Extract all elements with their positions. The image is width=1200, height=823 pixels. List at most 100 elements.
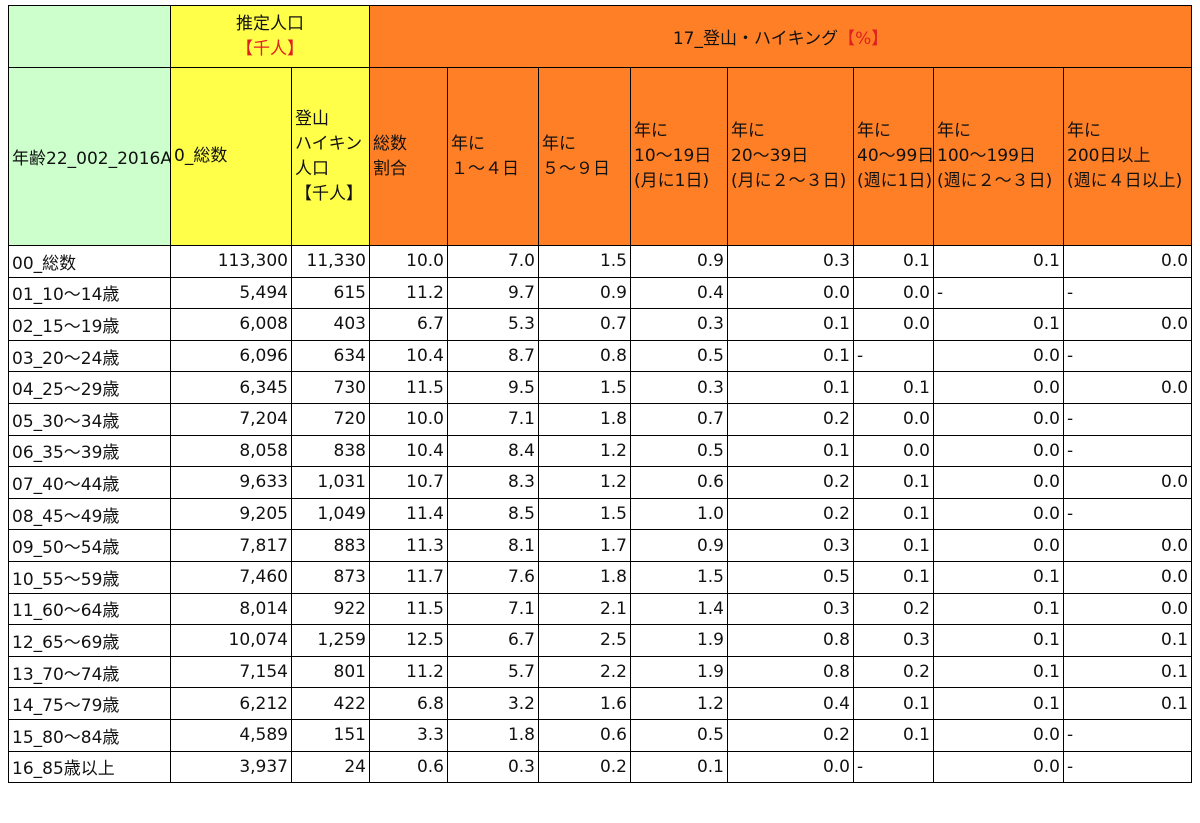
value-cell: - (1062, 750, 1193, 784)
value-cell: 0.5 (630, 434, 728, 468)
value-cell: 0.0 (933, 402, 1064, 436)
header-line: 割合 (373, 158, 407, 179)
table-row: 11_60～64歳 8,014 922 11.5 7.1 2.1 1.4 0.3 0.2 0.1 0… (8, 592, 1193, 626)
age-cell: 05_30～34歳 (8, 402, 171, 436)
value-cell: 1.4 (630, 592, 728, 626)
age-cell: 03_20～24歳 (8, 339, 171, 373)
value-cell: - (1062, 497, 1193, 531)
value-cell: 0.0 (933, 434, 1064, 468)
value-cell: 6,345 (170, 371, 292, 404)
value-cell: 0.0 (933, 718, 1064, 752)
value-cell: 0.1 (933, 592, 1064, 626)
value-cell: 0.1 (727, 308, 854, 341)
value-cell: 24 (291, 750, 370, 784)
value-cell: 151 (291, 718, 370, 752)
age-column-header: 年齢22_002_2016A (8, 67, 171, 246)
population-header: 推定人口 【千人】 (170, 5, 370, 68)
value-cell: 6.7 (447, 624, 539, 657)
value-cell: 1.2 (538, 434, 631, 468)
header-row-top: 推定人口 【千人】 17_登山・ハイキング【%】 (8, 5, 1193, 68)
value-cell: 0.8 (538, 339, 631, 373)
age-cell: 08_45～49歳 (8, 497, 171, 531)
value-cell: 0.3 (727, 529, 854, 562)
value-cell: 0.0 (853, 402, 934, 436)
value-cell: 9,205 (170, 497, 292, 531)
freq-1-4-header: 年に １～４日 (447, 67, 539, 246)
age-cell: 09_50～54歳 (8, 529, 171, 562)
freq-40-99-header: 年に 40～99日 (週に1日) (853, 67, 934, 246)
value-cell: 0.1 (853, 687, 934, 720)
value-cell: 0.7 (538, 308, 631, 341)
value-cell: 0.0 (933, 466, 1064, 499)
value-cell: 11.2 (369, 276, 448, 310)
value-cell: 0.1 (853, 529, 934, 562)
header-line: 人口 (295, 158, 329, 179)
value-cell: 1.2 (538, 466, 631, 499)
header-line: 年に (731, 121, 765, 141)
header-line: ハイキン (295, 133, 363, 154)
value-cell: 10.4 (369, 434, 448, 468)
value-cell: 10.0 (369, 402, 448, 436)
value-cell: 1.7 (538, 529, 631, 562)
value-cell: 0.2 (727, 466, 854, 499)
value-cell: 1.5 (630, 560, 728, 594)
value-cell: 3.2 (447, 687, 539, 720)
value-cell: 8.7 (447, 339, 539, 373)
value-cell: 8,014 (170, 592, 292, 626)
value-cell: 3,937 (170, 750, 292, 784)
header-line: １～４日 (451, 158, 519, 179)
value-cell: 1.8 (538, 560, 631, 594)
value-cell: 9.7 (447, 276, 539, 310)
value-cell: 7.1 (447, 592, 539, 626)
value-cell: 11.5 (369, 371, 448, 404)
value-cell: 0.6 (538, 718, 631, 752)
value-cell: 0.6 (630, 466, 728, 499)
value-cell: - (1062, 402, 1193, 436)
value-cell: 10.0 (369, 245, 448, 278)
value-cell: 0.1 (1062, 655, 1193, 689)
table-row: 12_65～69歳 10,074 1,259 12.5 6.7 2.5 1.9 0.8 0.3 0… (8, 624, 1193, 657)
value-cell: 1.2 (630, 687, 728, 720)
value-cell: 9.5 (447, 371, 539, 404)
value-cell: 403 (291, 308, 370, 341)
population-unit: 【千人】 (236, 38, 304, 59)
value-cell: 0.2 (853, 655, 934, 689)
value-cell: 0.0 (1062, 245, 1193, 278)
value-cell: 12.5 (369, 624, 448, 657)
value-cell: 0.0 (933, 750, 1064, 784)
value-cell: 6.7 (369, 308, 448, 341)
value-cell: 5.7 (447, 655, 539, 689)
value-cell: 7.1 (447, 402, 539, 436)
value-cell: 0.0 (727, 750, 854, 784)
table-row: 08_45～49歳 9,205 1,049 11.4 8.5 1.5 1.0 0.2 0.1 0.… (8, 497, 1193, 531)
value-cell: - (1062, 276, 1193, 310)
value-cell: 11.5 (369, 592, 448, 626)
freq-5-9-header: 年に ５～９日 (538, 67, 631, 246)
value-cell: 10.4 (369, 339, 448, 373)
value-cell: 1,049 (291, 497, 370, 531)
value-cell: 0.0 (933, 339, 1064, 373)
value-cell: 1.5 (538, 497, 631, 531)
header-line: 年に (1067, 121, 1101, 141)
value-cell: 0.1 (853, 466, 934, 499)
value-cell: 634 (291, 339, 370, 373)
value-cell: 6,212 (170, 687, 292, 720)
value-cell: 10,074 (170, 624, 292, 657)
value-cell: 113,300 (170, 245, 292, 278)
table-row: 07_40～44歳 9,633 1,031 10.7 8.3 1.2 0.6 0.2 0.1 0.… (8, 466, 1193, 499)
value-cell: 7.0 (447, 245, 539, 278)
header-line: 100～199日 (937, 146, 1036, 166)
header-line: 年に (857, 121, 891, 141)
value-cell: 801 (291, 655, 370, 689)
age-cell: 13_70～74歳 (8, 655, 171, 689)
header-line: 総数 (373, 133, 407, 154)
value-cell: 6.8 (369, 687, 448, 720)
age-cell: 04_25～29歳 (8, 371, 171, 404)
activity-unit: 【%】 (838, 29, 889, 49)
corner-cell (8, 5, 171, 68)
value-cell: 0.5 (727, 560, 854, 594)
value-cell: 5.3 (447, 308, 539, 341)
value-cell: 0.3 (630, 371, 728, 404)
value-cell: 11.7 (369, 560, 448, 594)
table-row: 02_15～19歳 6,008 403 6.7 5.3 0.7 0.3 0.1 0.0 0.1 0.… (8, 308, 1193, 341)
